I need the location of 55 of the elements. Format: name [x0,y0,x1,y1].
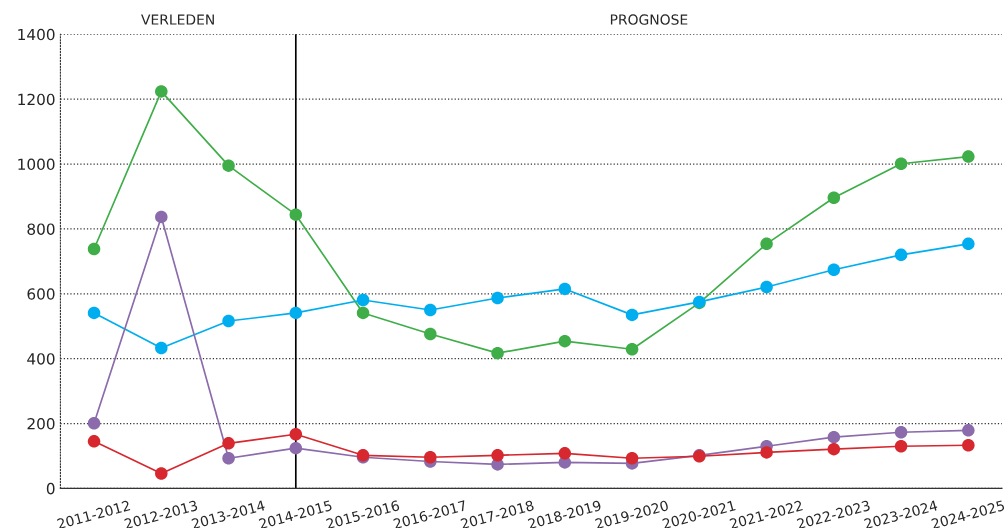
point [87,306,101,320]
point [894,157,908,170]
point [222,159,235,172]
point [558,334,572,348]
point [87,435,101,448]
point [760,237,773,251]
point [558,447,572,460]
point [424,303,437,317]
point [155,85,168,98]
point [289,208,303,221]
y-tick-label: 1200 [18,93,55,106]
point [760,280,773,294]
point [424,327,437,341]
point [356,293,370,307]
point [87,242,101,256]
point [760,446,773,459]
point [962,150,975,163]
point [155,210,168,224]
point [289,441,303,455]
point [894,426,908,439]
point [222,451,235,465]
point [827,442,841,456]
point [894,439,908,453]
y-tick-label: 800 [27,223,55,235]
point [491,449,504,462]
point [222,437,235,450]
y-tick-label: 0 [46,482,55,495]
text: PROGNOSE [610,14,688,25]
point [558,282,572,296]
point [827,263,841,277]
point [491,291,504,305]
point [289,306,303,320]
point [289,427,303,441]
y-tick-label: 1400 [18,28,55,41]
y-tick-label: 200 [27,418,55,430]
point [424,451,437,464]
text: VERLEDEN [141,14,214,25]
point [87,416,101,430]
point [962,237,975,251]
point [962,424,975,437]
point [491,346,504,360]
point [155,467,168,480]
point [827,430,841,444]
point [356,306,370,320]
point [625,451,639,465]
y-tick-label: 1000 [18,158,55,171]
point [222,314,235,328]
y-tick-label: 600 [27,288,55,300]
point [155,341,168,355]
point [962,439,975,452]
point [625,308,639,322]
y-tick-label: 400 [27,353,55,365]
point [827,191,841,205]
point [894,248,908,262]
point [625,343,639,356]
